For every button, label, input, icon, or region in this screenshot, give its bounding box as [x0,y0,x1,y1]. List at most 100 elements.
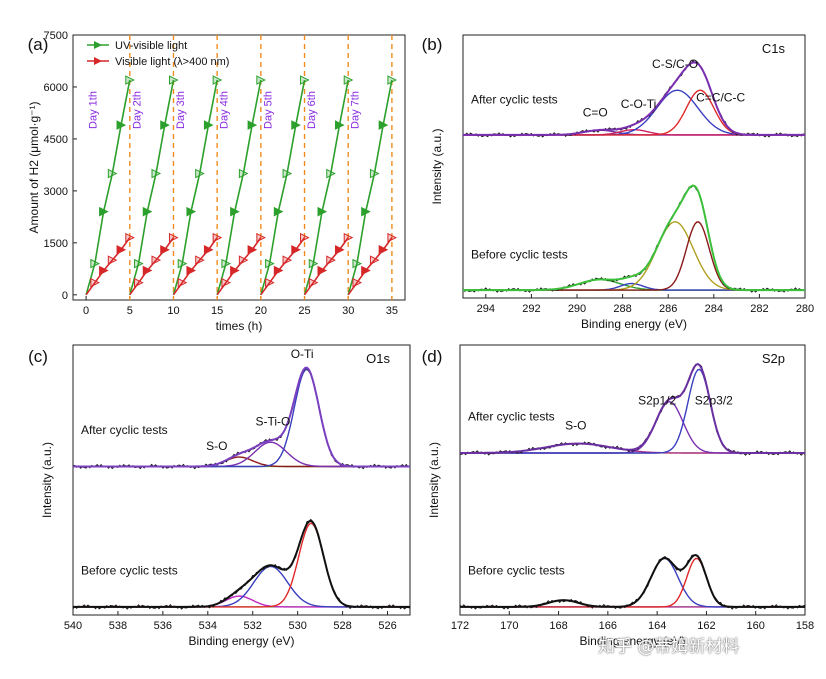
data-point-marker [361,265,371,276]
series-line [303,237,349,296]
peak-annotation: C=C/C-C [696,91,745,105]
legend-marker [94,57,102,65]
day-label: Day 5th [262,91,274,129]
data-point-marker [134,277,144,288]
x-tick-label: 294 [477,303,495,315]
data-point-marker [334,244,345,255]
data-point-marker [300,232,310,243]
data-point-marker [142,265,153,276]
trace-label: After cyclic tests [471,92,558,106]
y-tick-label: 7500 [44,30,68,42]
data-point-marker [221,258,232,269]
peak-annotation: O-Ti [291,347,314,361]
series-line [85,79,131,296]
data-point-marker [334,120,345,130]
x-tick-label: 284 [705,303,723,315]
series-line [347,237,393,296]
panel-frame [462,34,806,299]
data-point-marker [387,232,398,243]
data-point-marker [212,232,223,243]
data-point-marker [256,75,266,85]
data-point-marker [168,75,179,85]
data-point-marker [343,232,354,243]
data-point-marker [343,75,354,85]
peak-component-line [73,441,410,468]
trace-label: After cyclic tests [468,410,555,424]
series-line [172,79,218,296]
peak-annotation: S-Ti-O [256,415,291,429]
series-line [216,237,262,296]
xps-panel-s2p: (d) S2p 172 170 168 166 164 162 160 158 Binding en… [422,344,814,648]
data-point-marker [352,258,363,269]
y-tick-label: 4500 [44,134,68,146]
series-line [216,79,262,296]
data-point-marker [238,255,249,265]
panel-frame [72,344,411,616]
x-tick-label: 20 [255,305,267,317]
day-label: Day 2th [131,91,143,129]
data-point-marker [107,168,118,179]
legend-label: Visible light (λ>400 nm) [115,56,229,68]
trace-label: Before cyclic tests [471,248,568,262]
legend-label: UV-visible light [115,40,187,52]
series-line [129,237,175,296]
x-tick-label: 5 [127,305,133,317]
x-tick-label: 286 [659,303,677,315]
y-tick-label: 6000 [44,82,68,94]
y-axis-label: Intensity (a.u.) [427,442,441,518]
x-tick-label: 292 [522,303,540,315]
series-line [129,79,175,296]
data-point-marker [160,244,170,255]
panel-label: (b) [422,35,443,54]
x-tick-label: 168 [549,620,567,632]
data-point-marker [107,255,118,265]
x-tick-label: 30 [342,305,354,317]
data-point-marker [177,277,188,288]
data-point-marker [247,120,258,130]
data-point-marker [291,244,301,255]
x-tick-label: 10 [167,305,179,317]
panel-a-label: (a) [28,35,49,54]
series-line [85,237,131,296]
x-tick-label: 526 [378,620,396,632]
envelope-line [463,184,805,292]
xps-panel-o1s: (c) O1s 540 538 536 534 532 530 528 526 Binding en… [28,344,411,648]
data-point-marker [99,265,109,276]
data-point-marker [90,258,100,269]
data-point-marker [168,232,179,243]
x-tick-label: 290 [568,303,586,315]
data-point-marker [247,244,258,255]
panel-frame [459,344,806,616]
day-label: Day 7th [350,91,362,129]
data-point-marker [326,255,336,265]
data-point-marker [291,120,301,130]
data-point-marker [151,168,162,179]
data-point-marker [177,258,188,269]
series-line [172,237,218,296]
data-point-marker [238,168,249,179]
x-tick-label: 162 [697,620,715,632]
peak-annotation: S2p1/2 [638,394,676,408]
y-tick-label: 3000 [44,186,68,198]
day-label: Day 6th [306,91,318,129]
x-tick-label: 288 [613,303,631,315]
x-axis-label: Binding energy (eV) [188,634,294,648]
x-axis-label: Binding energy (eV) [579,634,685,648]
data-point-marker [317,206,328,217]
data-point-marker [378,244,389,255]
envelope-line [73,519,410,608]
data-point-marker [378,120,389,130]
y-axis-label: Amount of H2 (μmol·g⁻¹) [27,102,41,234]
data-point-marker [282,255,293,265]
peak-annotation: S-O [206,439,227,453]
xps-panel-c1s: (b) C1s 294 292 290 288 286 284 282 280 Binding en… [422,34,814,331]
data-point-marker [134,258,144,269]
x-tick-label: 530 [288,620,306,632]
data-point-marker [265,258,275,269]
x-tick-label: 534 [199,620,217,632]
x-tick-label: 172 [451,620,469,632]
data-point-marker [90,277,100,288]
data-point-marker [273,206,284,217]
y-tick-label: 0 [62,290,68,302]
